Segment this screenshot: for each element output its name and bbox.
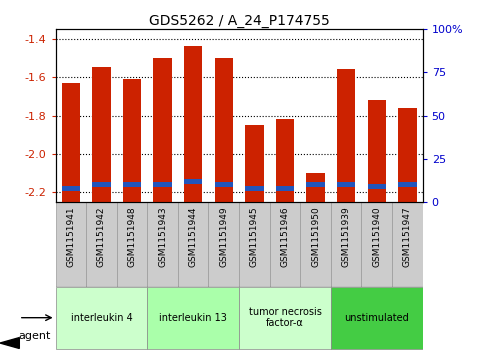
Bar: [368, 184, 386, 189]
Bar: [86, 202, 117, 286]
Text: GSM1151946: GSM1151946: [281, 206, 289, 267]
Text: tumor necrosis
factor-α: tumor necrosis factor-α: [249, 307, 321, 329]
Bar: [123, 182, 141, 187]
Bar: [154, 182, 172, 187]
Bar: [62, 83, 80, 202]
Text: GSM1151939: GSM1151939: [341, 206, 351, 267]
Bar: [361, 202, 392, 286]
Bar: [398, 182, 416, 187]
Title: GDS5262 / A_24_P174755: GDS5262 / A_24_P174755: [149, 14, 329, 28]
Text: GSM1151948: GSM1151948: [128, 206, 137, 267]
Text: GSM1151950: GSM1151950: [311, 206, 320, 267]
Text: agent: agent: [18, 331, 51, 341]
Bar: [239, 202, 270, 286]
Bar: [276, 186, 294, 191]
Text: GSM1151941: GSM1151941: [66, 206, 75, 267]
Bar: [245, 186, 264, 191]
Bar: [92, 68, 111, 202]
Bar: [62, 186, 80, 191]
Bar: [337, 69, 355, 202]
Bar: [147, 286, 239, 349]
Bar: [306, 173, 325, 202]
Bar: [270, 202, 300, 286]
Bar: [239, 286, 331, 349]
Bar: [117, 202, 147, 286]
Bar: [245, 125, 264, 202]
Text: interleukin 4: interleukin 4: [71, 313, 132, 323]
Text: GSM1151949: GSM1151949: [219, 206, 228, 267]
Text: GSM1151945: GSM1151945: [250, 206, 259, 267]
Bar: [331, 286, 423, 349]
Bar: [276, 119, 294, 202]
Bar: [56, 286, 147, 349]
Bar: [337, 182, 355, 187]
Bar: [209, 202, 239, 286]
Bar: [123, 79, 141, 202]
Bar: [92, 182, 111, 187]
Bar: [331, 202, 361, 286]
Bar: [398, 108, 416, 202]
Text: GSM1151947: GSM1151947: [403, 206, 412, 267]
Bar: [368, 100, 386, 202]
Bar: [154, 58, 172, 202]
Bar: [147, 202, 178, 286]
Bar: [214, 58, 233, 202]
Bar: [184, 46, 202, 202]
Bar: [300, 202, 331, 286]
Bar: [178, 202, 209, 286]
Polygon shape: [0, 338, 19, 348]
Text: GSM1151943: GSM1151943: [158, 206, 167, 267]
Text: unstimulated: unstimulated: [344, 313, 409, 323]
Bar: [56, 202, 86, 286]
Text: GSM1151942: GSM1151942: [97, 206, 106, 267]
Bar: [392, 202, 423, 286]
Text: GSM1151940: GSM1151940: [372, 206, 381, 267]
Bar: [214, 182, 233, 187]
Bar: [184, 179, 202, 184]
Bar: [306, 182, 325, 187]
Text: interleukin 13: interleukin 13: [159, 313, 227, 323]
Text: GSM1151944: GSM1151944: [189, 206, 198, 267]
